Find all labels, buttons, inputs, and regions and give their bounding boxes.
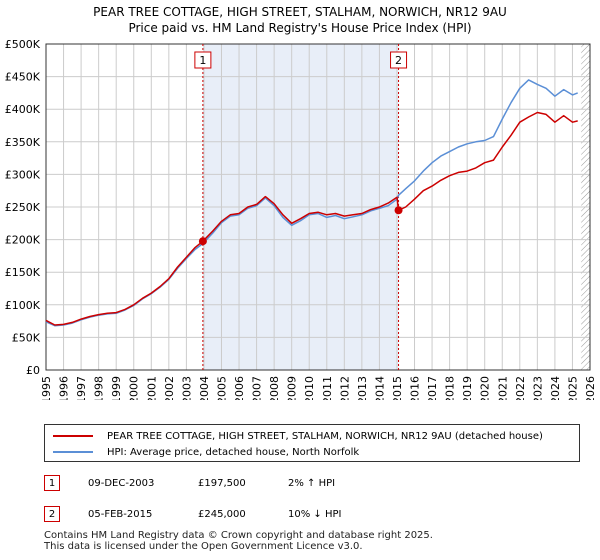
x-tick-label: 2010 bbox=[303, 376, 316, 400]
y-tick-label: £150K bbox=[5, 266, 41, 279]
x-tick-label: 2016 bbox=[409, 376, 422, 400]
sale-point bbox=[394, 206, 403, 215]
x-tick-label: 2011 bbox=[321, 376, 334, 400]
x-tick-label: 2000 bbox=[128, 376, 141, 400]
x-tick-label: 2004 bbox=[198, 376, 211, 400]
legend-swatch-hpi bbox=[53, 451, 93, 453]
sale-row-2: 2 05-FEB-2015 £245,000 10% ↓ HPI bbox=[44, 505, 408, 523]
x-tick-label: 2025 bbox=[566, 376, 579, 400]
x-tick-label: 2014 bbox=[373, 376, 386, 400]
x-tick-label: 2015 bbox=[391, 376, 404, 400]
y-tick-label: £450K bbox=[5, 71, 41, 84]
x-tick-label: 1995 bbox=[40, 376, 53, 400]
sale-hpi-change: 2% ↑ HPI bbox=[288, 477, 336, 489]
y-tick-label: £100K bbox=[5, 299, 41, 312]
sale-label-box bbox=[390, 51, 408, 69]
footer-licence: This data is licensed under the Open Gov… bbox=[44, 541, 363, 552]
legend-swatch-property bbox=[53, 435, 93, 437]
sale-label: 1 bbox=[199, 54, 206, 67]
sale-date: 09-DEC-2003 bbox=[88, 477, 155, 489]
sale-price: £245,000 bbox=[198, 508, 246, 520]
x-tick-label: 2018 bbox=[444, 376, 457, 400]
plot-frame bbox=[45, 43, 591, 371]
sale-row-1: 1 09-DEC-2003 £197,500 2% ↑ HPI bbox=[44, 474, 408, 492]
legend-item-hpi: HPI: Average price, detached house, Nort… bbox=[53, 444, 359, 460]
x-tick-label: 1999 bbox=[110, 376, 123, 400]
y-tick-label: £500K bbox=[5, 38, 41, 51]
y-tick-label: £0 bbox=[26, 364, 40, 377]
x-tick-label: 2006 bbox=[233, 376, 246, 400]
sale-price: £197,500 bbox=[198, 477, 246, 489]
x-tick-label: 2013 bbox=[356, 376, 369, 400]
sale-point bbox=[198, 237, 207, 246]
x-tick-label: 2023 bbox=[531, 376, 544, 400]
legend-label-property: PEAR TREE COTTAGE, HIGH STREET, STALHAM,… bbox=[107, 430, 543, 442]
legend-label-hpi: HPI: Average price, detached house, Nort… bbox=[107, 446, 360, 458]
sale-hpi-change: 10% ↓ HPI bbox=[288, 508, 342, 520]
x-tick-label: 2007 bbox=[251, 376, 264, 400]
x-tick-label: 2009 bbox=[286, 376, 299, 400]
x-tick-label: 2001 bbox=[145, 376, 158, 400]
y-tick-label: £200K bbox=[5, 234, 41, 247]
x-tick-label: 2020 bbox=[479, 376, 492, 400]
x-tick-label: 2021 bbox=[496, 376, 509, 400]
sale-number-badge: 1 bbox=[44, 475, 60, 491]
y-tick-label: £50K bbox=[12, 331, 41, 344]
footer: Contains HM Land Registry data © Crown c… bbox=[44, 530, 433, 552]
footer-copyright: Contains HM Land Registry data © Crown c… bbox=[44, 530, 433, 541]
sale-date: 05-FEB-2015 bbox=[88, 508, 153, 520]
legend-item-property: PEAR TREE COTTAGE, HIGH STREET, STALHAM,… bbox=[53, 428, 543, 444]
chart-title: PEAR TREE COTTAGE, HIGH STREET, STALHAM,… bbox=[93, 5, 507, 19]
price-chart: PEAR TREE COTTAGE, HIGH STREET, STALHAM,… bbox=[5, 5, 597, 400]
x-tick-label: 1997 bbox=[75, 376, 88, 400]
x-tick-label: 2026 bbox=[584, 376, 597, 400]
sale-number-badge: 2 bbox=[44, 506, 60, 522]
x-tick-label: 1998 bbox=[93, 376, 106, 400]
y-tick-label: £400K bbox=[5, 103, 41, 116]
chart-subtitle: Price paid vs. HM Land Registry's House … bbox=[128, 21, 471, 35]
sale-label: 2 bbox=[395, 54, 402, 67]
y-tick-label: £350K bbox=[5, 136, 41, 149]
x-tick-label: 2019 bbox=[461, 376, 474, 400]
x-tick-label: 2022 bbox=[514, 376, 527, 400]
x-tick-label: 2003 bbox=[180, 376, 193, 400]
y-tick-label: £300K bbox=[5, 168, 41, 181]
y-tick-label: £250K bbox=[5, 201, 41, 214]
property-price-line bbox=[45, 111, 578, 326]
sale-label-box bbox=[194, 51, 212, 69]
x-tick-label: 2008 bbox=[268, 376, 281, 400]
x-tick-label: 2002 bbox=[163, 376, 176, 400]
x-tick-label: 1996 bbox=[58, 376, 71, 400]
x-tick-label: 2012 bbox=[338, 376, 351, 400]
legend: PEAR TREE COTTAGE, HIGH STREET, STALHAM,… bbox=[44, 424, 580, 462]
x-tick-label: 2024 bbox=[549, 376, 562, 400]
x-tick-label: 2005 bbox=[215, 376, 228, 400]
x-tick-label: 2017 bbox=[426, 376, 439, 400]
